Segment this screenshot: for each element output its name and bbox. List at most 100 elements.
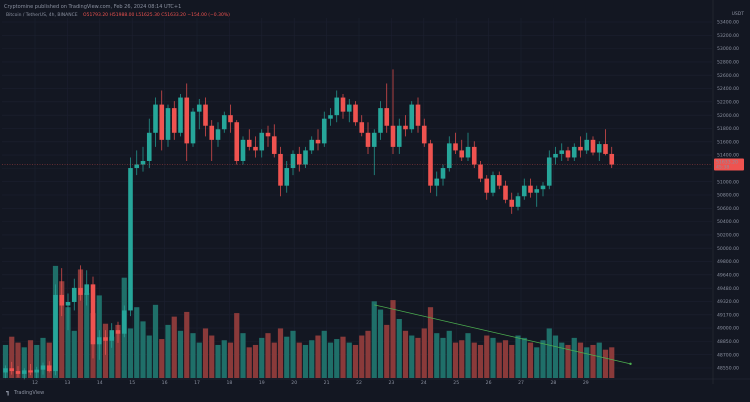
price-tick-label: 51400.00: [717, 153, 739, 159]
time-tick-label: 29: [583, 380, 589, 386]
volume-bar: [471, 342, 477, 378]
candle-body: [471, 146, 477, 165]
price-tick-label: 51000.00: [717, 179, 739, 185]
tradingview-logo[interactable]: TradingView: [6, 390, 44, 396]
time-tick-label: 26: [486, 380, 492, 386]
volume-bar: [34, 344, 40, 378]
last-price-box: [714, 158, 744, 171]
volume-bar: [590, 344, 596, 378]
volume-bar: [346, 342, 352, 378]
volume-bar: [234, 313, 240, 378]
volume-bar: [321, 330, 327, 378]
volume-bar: [477, 344, 484, 378]
time-tick-label: 13: [64, 380, 70, 386]
candle-body: [109, 330, 115, 341]
price-tick-label: 50000.00: [717, 246, 739, 252]
volume-bar: [65, 307, 71, 378]
volume-bar: [221, 340, 227, 378]
candle-body: [34, 369, 40, 373]
volume-bar: [9, 336, 15, 378]
candle-body: [296, 153, 302, 165]
candle-body: [484, 178, 490, 193]
volume-bar: [609, 347, 615, 378]
candle-body: [3, 368, 8, 373]
time-tick-label: 28: [550, 380, 556, 386]
volume-bar: [552, 335, 559, 378]
candle-body: [46, 365, 52, 372]
candle-body: [65, 301, 71, 306]
candle-body: [53, 294, 58, 372]
volume-bar: [402, 330, 409, 378]
volume-bar: [584, 347, 590, 378]
volume-bar: [596, 342, 602, 378]
volume-bar: [77, 269, 84, 378]
currency-label[interactable]: USDT: [731, 12, 744, 17]
volume-bar: [2, 344, 9, 378]
chart-grid: [2, 18, 712, 378]
candle-body: [240, 139, 246, 161]
volume-bar: [465, 333, 471, 378]
volume-bar: [146, 335, 152, 378]
candle-body: [234, 122, 240, 161]
volume-bar: [409, 335, 415, 378]
volume-bar: [396, 319, 402, 378]
candle-body: [396, 125, 402, 147]
volume-bar: [509, 344, 515, 378]
symbol-title[interactable]: Bitcoin / TetherUS, 4h, BINANCE: [6, 13, 78, 18]
volume-bar: [515, 335, 521, 378]
volume-bar: [15, 342, 21, 378]
price-tick-label: 52000.00: [717, 113, 739, 119]
volume-bar: [152, 304, 159, 378]
volume-bar: [27, 340, 34, 378]
volume-bar: [377, 309, 384, 378]
volume-bar: [559, 342, 565, 378]
candle-body: [15, 371, 21, 374]
candle-body: [321, 118, 327, 144]
volume-bar: [259, 337, 265, 378]
last-price-countdown: 45:38: [716, 165, 729, 171]
price-axis: 53400.00 53200.00 53000.00 52800.00 52600.00…: [712, 0, 739, 384]
volume-bar: [127, 328, 134, 378]
candle-body: [190, 111, 196, 144]
candle-body: [571, 146, 577, 158]
volume-bar: [546, 328, 552, 378]
tradingview-logo-icon: [6, 390, 9, 396]
trendline-line: [374, 304, 631, 365]
volume-bar: [177, 330, 184, 378]
candle-body: [478, 164, 483, 179]
candle-body: [84, 284, 90, 295]
volume-bar: [277, 328, 284, 378]
candle-body: [96, 337, 102, 345]
candle-body: [346, 104, 352, 112]
candle-body: [90, 284, 96, 345]
candle-body: [390, 125, 396, 147]
candle-body: [534, 189, 540, 193]
symbol-legend: Bitcoin / TetherUS, 4h, BINANCE O51793.2…: [6, 11, 230, 21]
candle-body: [384, 108, 390, 126]
candle-body: [434, 178, 440, 186]
candle-body: [546, 157, 552, 186]
candle-body: [265, 132, 271, 137]
price-tick-label: 51600.00: [717, 139, 739, 145]
candle-body: [271, 136, 277, 154]
volume-bar: [71, 330, 77, 378]
candle-body: [165, 108, 171, 140]
price-tick-label: 52200.00: [717, 99, 739, 105]
candle-body: [365, 132, 371, 147]
candle-body: [353, 104, 358, 123]
candle-body: [415, 104, 421, 126]
candle-body: [459, 150, 465, 158]
candle-body: [203, 104, 208, 126]
candle-body: [221, 115, 227, 130]
volume-bar: [290, 330, 296, 378]
time-tick-label: 18: [226, 380, 232, 386]
volume-bar: [40, 337, 46, 378]
candle-body: [590, 139, 596, 153]
volume-bar: [196, 342, 202, 378]
volume-bar: [496, 342, 502, 378]
volume-bar: [540, 340, 546, 378]
ohlc-values: O51793.20 H51988.00 L51625.30 C51633.20 …: [83, 13, 230, 18]
volume-bar: [296, 342, 302, 378]
